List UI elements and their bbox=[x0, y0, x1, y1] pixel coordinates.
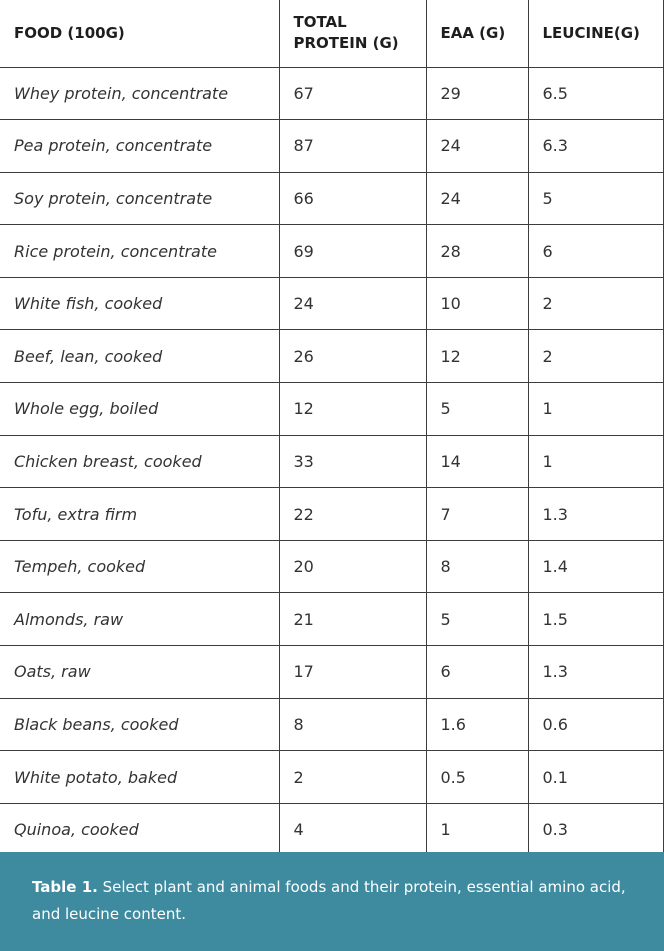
cell-food: Chicken breast, cooked bbox=[0, 434, 280, 489]
cell-eaa: 8 bbox=[425, 539, 529, 594]
cell-food: Whole egg, boiled bbox=[0, 382, 280, 436]
cell-eaa: 10 bbox=[425, 276, 529, 331]
cell-total-protein: 26 bbox=[278, 329, 427, 384]
table-row: White potato, baked 2 0.5 0.1 bbox=[0, 750, 664, 804]
cell-total-protein: 21 bbox=[278, 592, 427, 647]
cell-total-protein: 2 bbox=[278, 750, 427, 804]
table-row: Whole egg, boiled 12 5 1 bbox=[0, 382, 664, 436]
cell-eaa: 6 bbox=[425, 645, 529, 699]
cell-leucine: 1 bbox=[527, 382, 664, 436]
cell-leucine: 0.1 bbox=[527, 750, 664, 804]
cell-total-protein: 87 bbox=[278, 119, 427, 173]
cell-total-protein: 12 bbox=[278, 382, 427, 436]
table-body: Whey protein, concentrate 67 29 6.5 Pea prot… bbox=[0, 66, 664, 857]
table-row: Tempeh, cooked 20 8 1.4 bbox=[0, 539, 664, 594]
table-row: Rice protein, concentrate 69 28 6 bbox=[0, 224, 664, 278]
table-row: Chicken breast, cooked 33 14 1 bbox=[0, 434, 664, 489]
table-row: Tofu, extra firm 22 7 1.3 bbox=[0, 487, 664, 541]
cell-food: White fish, cooked bbox=[0, 276, 280, 331]
cell-total-protein: 24 bbox=[278, 276, 427, 331]
cell-leucine: 6.5 bbox=[527, 66, 664, 121]
table-row: White fish, cooked 24 10 2 bbox=[0, 276, 664, 331]
header-leucine: LEUCINE(G) bbox=[527, 0, 664, 68]
cell-total-protein: 33 bbox=[278, 434, 427, 489]
cell-eaa: 12 bbox=[425, 329, 529, 384]
header-food: FOOD (100G) bbox=[0, 0, 280, 68]
cell-leucine: 6.3 bbox=[527, 119, 664, 173]
food-protein-table: FOOD (100G) TOTAL PROTEIN (G) EAA (G) LE… bbox=[0, 0, 664, 857]
cell-food: Oats, raw bbox=[0, 645, 280, 699]
cell-eaa: 7 bbox=[425, 487, 529, 541]
cell-food: Quinoa, cooked bbox=[0, 802, 280, 857]
cell-total-protein: 67 bbox=[278, 66, 427, 121]
cell-total-protein: 22 bbox=[278, 487, 427, 541]
cell-food: White potato, baked bbox=[0, 750, 280, 804]
table-row: Whey protein, concentrate 67 29 6.5 bbox=[0, 66, 664, 121]
cell-total-protein: 66 bbox=[278, 171, 427, 226]
table-header-row: FOOD (100G) TOTAL PROTEIN (G) EAA (G) LE… bbox=[0, 0, 664, 68]
cell-leucine: 5 bbox=[527, 171, 664, 226]
cell-leucine: 1.5 bbox=[527, 592, 664, 647]
cell-food: Rice protein, concentrate bbox=[0, 224, 280, 278]
cell-leucine: 1.3 bbox=[527, 645, 664, 699]
cell-eaa: 0.5 bbox=[425, 750, 529, 804]
cell-leucine: 0.6 bbox=[527, 697, 664, 752]
cell-leucine: 6 bbox=[527, 224, 664, 278]
cell-food: Almonds, raw bbox=[0, 592, 280, 647]
cell-food: Soy protein, concentrate bbox=[0, 171, 280, 226]
header-total-protein: TOTAL PROTEIN (G) bbox=[278, 0, 427, 68]
cell-eaa: 24 bbox=[425, 171, 529, 226]
cell-eaa: 1.6 bbox=[425, 697, 529, 752]
cell-eaa: 24 bbox=[425, 119, 529, 173]
table-row: Soy protein, concentrate 66 24 5 bbox=[0, 171, 664, 226]
cell-food: Pea protein, concentrate bbox=[0, 119, 280, 173]
cell-leucine: 2 bbox=[527, 276, 664, 331]
table-caption: Table 1. Select plant and animal foods a… bbox=[0, 852, 664, 951]
table-row: Black beans, cooked 8 1.6 0.6 bbox=[0, 697, 664, 752]
cell-total-protein: 8 bbox=[278, 697, 427, 752]
caption-text: Select plant and animal foods and their … bbox=[32, 878, 626, 923]
table-row: Beef, lean, cooked 26 12 2 bbox=[0, 329, 664, 384]
cell-total-protein: 17 bbox=[278, 645, 427, 699]
table-row: Oats, raw 17 6 1.3 bbox=[0, 645, 664, 699]
table-row: Quinoa, cooked 4 1 0.3 bbox=[0, 802, 664, 857]
cell-leucine: 0.3 bbox=[527, 802, 664, 857]
cell-food: Whey protein, concentrate bbox=[0, 66, 280, 121]
cell-eaa: 5 bbox=[425, 592, 529, 647]
cell-food: Tempeh, cooked bbox=[0, 539, 280, 594]
cell-eaa: 28 bbox=[425, 224, 529, 278]
cell-eaa: 29 bbox=[425, 66, 529, 121]
cell-total-protein: 4 bbox=[278, 802, 427, 857]
cell-leucine: 1.4 bbox=[527, 539, 664, 594]
cell-leucine: 2 bbox=[527, 329, 664, 384]
header-eaa: EAA (G) bbox=[425, 0, 529, 68]
cell-eaa: 1 bbox=[425, 802, 529, 857]
cell-eaa: 5 bbox=[425, 382, 529, 436]
cell-leucine: 1.3 bbox=[527, 487, 664, 541]
cell-total-protein: 69 bbox=[278, 224, 427, 278]
table-row: Pea protein, concentrate 87 24 6.3 bbox=[0, 119, 664, 173]
table-row: Almonds, raw 21 5 1.5 bbox=[0, 592, 664, 647]
cell-leucine: 1 bbox=[527, 434, 664, 489]
cell-food: Black beans, cooked bbox=[0, 697, 280, 752]
cell-food: Beef, lean, cooked bbox=[0, 329, 280, 384]
cell-food: Tofu, extra firm bbox=[0, 487, 280, 541]
cell-eaa: 14 bbox=[425, 434, 529, 489]
caption-label: Table 1. bbox=[32, 878, 98, 896]
cell-total-protein: 20 bbox=[278, 539, 427, 594]
